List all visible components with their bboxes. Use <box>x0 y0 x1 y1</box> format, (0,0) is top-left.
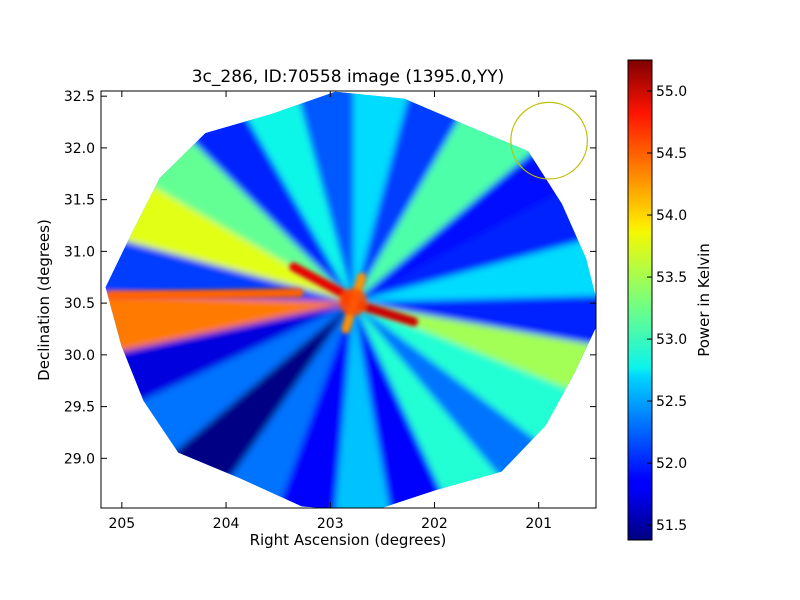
x-tick-label: 203 <box>317 516 344 532</box>
y-tick-label: 31.5 <box>64 193 95 209</box>
y-tick-label: 32.5 <box>64 89 95 105</box>
y-tick-label: 30.0 <box>64 348 95 364</box>
colorbar: 51.5 52.0 52.5 53.0 53.5 54.0 54.5 55.0 Power i… <box>627 59 713 541</box>
chart-title: 3c_286, ID:70558 image (1395.0,YY) <box>192 67 505 87</box>
colorbar-label: Power in Kelvin <box>695 243 713 357</box>
colorbar-tick-label: 51.5 <box>656 518 687 534</box>
hot-streak <box>106 288 304 301</box>
beam-marker <box>510 101 588 180</box>
colorbar-ticks: 51.5 52.0 52.5 53.0 53.5 54.0 54.5 55.0 <box>647 84 687 534</box>
source-core <box>339 288 368 317</box>
spoke-wedge <box>353 302 566 508</box>
spoke-wedge <box>185 91 354 303</box>
y-axis-label: Declination (degrees) <box>35 219 53 381</box>
x-tick-label: 204 <box>213 516 240 532</box>
colorbar-tick-label: 54.0 <box>656 208 687 224</box>
sky-footprint <box>105 91 596 508</box>
footprint-fill <box>105 91 596 508</box>
colorbar-tick-label: 55.0 <box>656 84 687 100</box>
y-axis: 29.0 29.5 30.0 30.5 31.0 31.5 32.0 32.5 <box>64 89 596 467</box>
colorbar-tick-label: 53.5 <box>656 270 687 286</box>
plot-frame <box>100 90 597 509</box>
y-tick-label: 31.0 <box>64 244 95 260</box>
colorbar-gradient <box>627 59 653 541</box>
x-axis-label: Right Ascension (degrees) <box>250 531 447 549</box>
colorbar-tick-label: 53.0 <box>656 332 687 348</box>
hot-streak <box>289 262 356 303</box>
y-tick-label: 29.0 <box>64 451 95 467</box>
x-tick-label: 202 <box>421 516 448 532</box>
y-tick-label: 30.5 <box>64 296 95 312</box>
spoke-wedge <box>169 302 354 508</box>
x-tick-label: 201 <box>525 516 552 532</box>
spoke-wedge <box>243 302 354 508</box>
spoke-wedge <box>344 91 437 303</box>
x-axis: 205 204 203 202 201 <box>108 91 552 532</box>
colorbar-tick-label: 54.5 <box>656 146 687 162</box>
y-tick-label: 29.5 <box>64 400 95 416</box>
heatmap-image <box>105 91 596 508</box>
spoke-wedge <box>353 302 496 508</box>
spoke-wedge <box>325 302 417 508</box>
spoke-wedge <box>353 91 596 303</box>
colorbar-tick-label: 52.5 <box>656 394 687 410</box>
spoke-wedge <box>353 91 514 303</box>
y-tick-label: 32.0 <box>64 141 95 157</box>
x-tick-label: 205 <box>108 516 135 532</box>
colorbar-tick-label: 52.0 <box>656 456 687 472</box>
